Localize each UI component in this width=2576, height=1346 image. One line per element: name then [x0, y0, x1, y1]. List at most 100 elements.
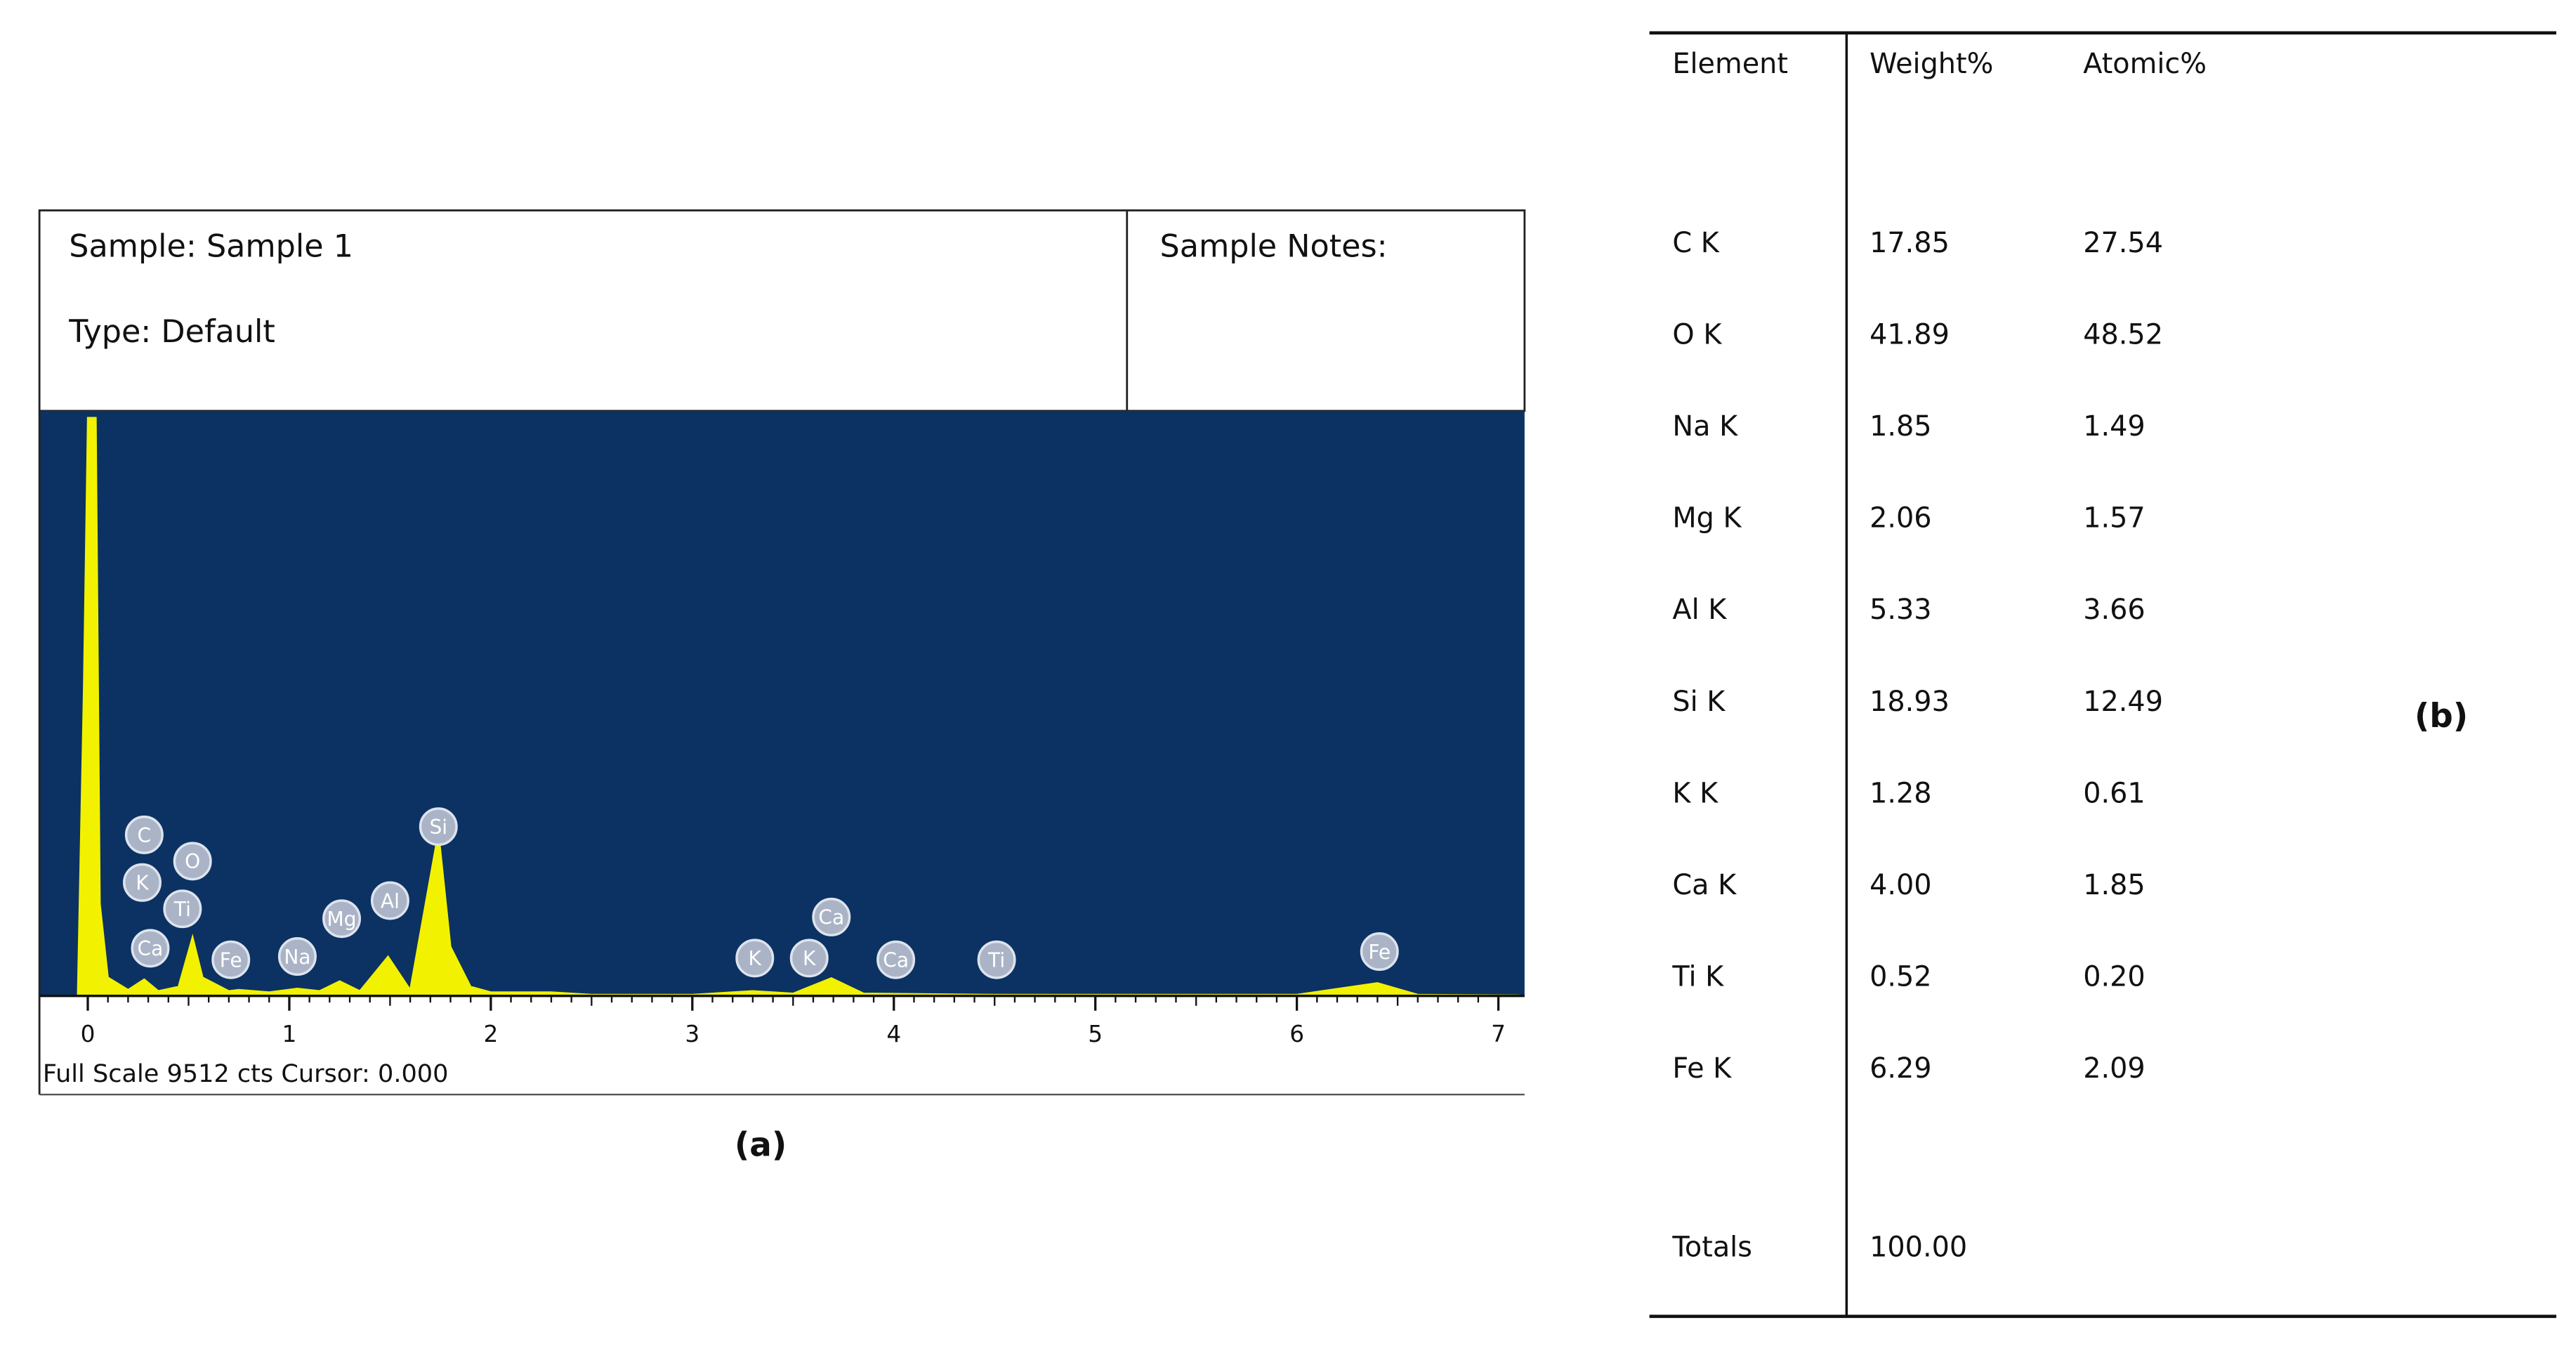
table-total-cell: Totals — [1671, 1231, 1752, 1263]
peak-label-text: C — [138, 824, 152, 847]
x-tick-label: 1 — [282, 1021, 297, 1047]
sample-name: Sample: Sample 1 — [69, 228, 353, 264]
peak-label: Mg — [322, 899, 362, 939]
peak-label: Al — [370, 881, 409, 920]
peak-label-badge — [163, 889, 202, 929]
table-cell: Ti K — [1671, 960, 1724, 993]
peak-label-badge — [370, 881, 409, 920]
peak-label-badge — [812, 897, 851, 936]
peak-label-text: Ti — [987, 949, 1005, 972]
table-cell: Al K — [1672, 594, 1727, 626]
table-cell: 1.49 — [2083, 410, 2145, 443]
table-cell: Ca K — [1672, 869, 1737, 901]
table-cell: 4.00 — [1869, 869, 1932, 901]
table-cell: 0.61 — [2083, 777, 2145, 809]
table-cell: 3.66 — [2083, 594, 2145, 626]
x-tick-label: 4 — [886, 1021, 901, 1047]
sample-type: Type: Default — [68, 314, 275, 350]
peak-label: Fe — [211, 940, 251, 979]
table-cell: 27.54 — [2083, 227, 2163, 259]
peak-label: Fe — [1360, 932, 1399, 971]
plot-area — [39, 410, 1525, 996]
peak-label-badge — [124, 815, 164, 854]
peak-label-text: Na — [284, 946, 310, 969]
peak-label-badge — [173, 842, 212, 881]
caption-a: (a) — [735, 1126, 787, 1164]
table-cell: 48.52 — [2083, 319, 2163, 351]
peak-label-text: O — [185, 850, 200, 873]
peak-label: Si — [419, 807, 458, 847]
x-tick-label: 0 — [81, 1021, 96, 1047]
table-total-cell: 100.00 — [1869, 1231, 1967, 1263]
peak-label: K — [789, 939, 829, 978]
peak-label: K — [122, 863, 162, 902]
peak-label-text: Ca — [883, 949, 909, 972]
peak-label-text: Fe — [1368, 941, 1391, 964]
table-cell: Na K — [1672, 410, 1738, 443]
peak-label-badge — [977, 940, 1016, 979]
table-header-cell: Atomic% — [2083, 48, 2207, 80]
table-cell: K K — [1672, 777, 1719, 809]
table: Element Weight% Atomic% C K 17.85 27.54 O K 41.… — [1671, 48, 2207, 1263]
peak-label-badge — [211, 940, 251, 979]
peak-label-text: Fe — [220, 949, 242, 972]
peak-label-badge — [419, 807, 458, 847]
table-cell: Si K — [1672, 686, 1726, 718]
table-cell: 1.85 — [1869, 410, 1932, 443]
table-cell: Mg K — [1672, 502, 1742, 535]
peak-label-text: Ca — [818, 906, 844, 929]
table-header-cell: Element — [1672, 48, 1788, 80]
peak-label: Ca — [131, 929, 170, 968]
peak-label: Ti — [977, 940, 1016, 979]
table-cell: C K — [1672, 227, 1719, 259]
x-tick-label: 5 — [1088, 1021, 1103, 1047]
peak-label-badge — [789, 939, 829, 978]
peak-label: K — [735, 939, 775, 978]
peak-label: Ca — [812, 897, 851, 936]
peak-label-text: Al — [381, 889, 400, 913]
table-cell: 17.85 — [1869, 227, 1950, 259]
x-tick-label: 3 — [685, 1021, 699, 1047]
peak-label-badge — [131, 929, 170, 968]
footer: Full Scale 9512 cts Cursor: 0.000 — [43, 1059, 449, 1088]
x-tick-label: 6 — [1289, 1021, 1304, 1047]
peak-label-badge — [1360, 932, 1399, 971]
peak-label-text: Ti — [173, 898, 191, 921]
peak-label-badge — [122, 863, 162, 902]
peak-label-text: K — [749, 947, 762, 970]
table-header-cell: Weight% — [1869, 48, 1993, 80]
table-cell: 1.85 — [2083, 869, 2145, 901]
peak-label-text: Si — [429, 816, 447, 839]
peak-label-text: K — [136, 872, 149, 895]
peak-label: Na — [277, 937, 317, 976]
table-cell: 6.29 — [1869, 1052, 1932, 1085]
peak-label-text: Ca — [138, 937, 164, 960]
table-cell: 0.52 — [1869, 960, 1932, 993]
peak-label: C — [124, 815, 164, 854]
peak-label: O — [173, 842, 212, 881]
table-cell: 0.20 — [2083, 960, 2145, 993]
peak-label-badge — [876, 940, 916, 979]
table-cell: 18.93 — [1869, 686, 1950, 718]
table-cell: 1.28 — [1869, 777, 1932, 809]
peak-label-text: K — [803, 947, 816, 970]
table-cell: 2.09 — [2083, 1052, 2145, 1085]
sample-notes: Sample Notes: — [1160, 228, 1388, 264]
peak-label-badge — [277, 937, 317, 976]
x-tick-label: 7 — [1491, 1021, 1506, 1047]
peak-label-badge — [735, 939, 775, 978]
table-cell: 5.33 — [1869, 594, 1932, 626]
caption-b: (b) — [2414, 698, 2468, 736]
peak-label: Ca — [876, 940, 916, 979]
table-cell: 1.57 — [2083, 502, 2145, 535]
peak-label-badge — [322, 899, 362, 939]
table-cell: 12.49 — [2083, 686, 2163, 718]
peak-label: Ti — [163, 889, 202, 929]
x-tick-label: 2 — [483, 1021, 498, 1047]
table-cell: O K — [1672, 319, 1722, 351]
header-box — [38, 209, 1526, 412]
table-cell: Fe K — [1672, 1052, 1732, 1085]
